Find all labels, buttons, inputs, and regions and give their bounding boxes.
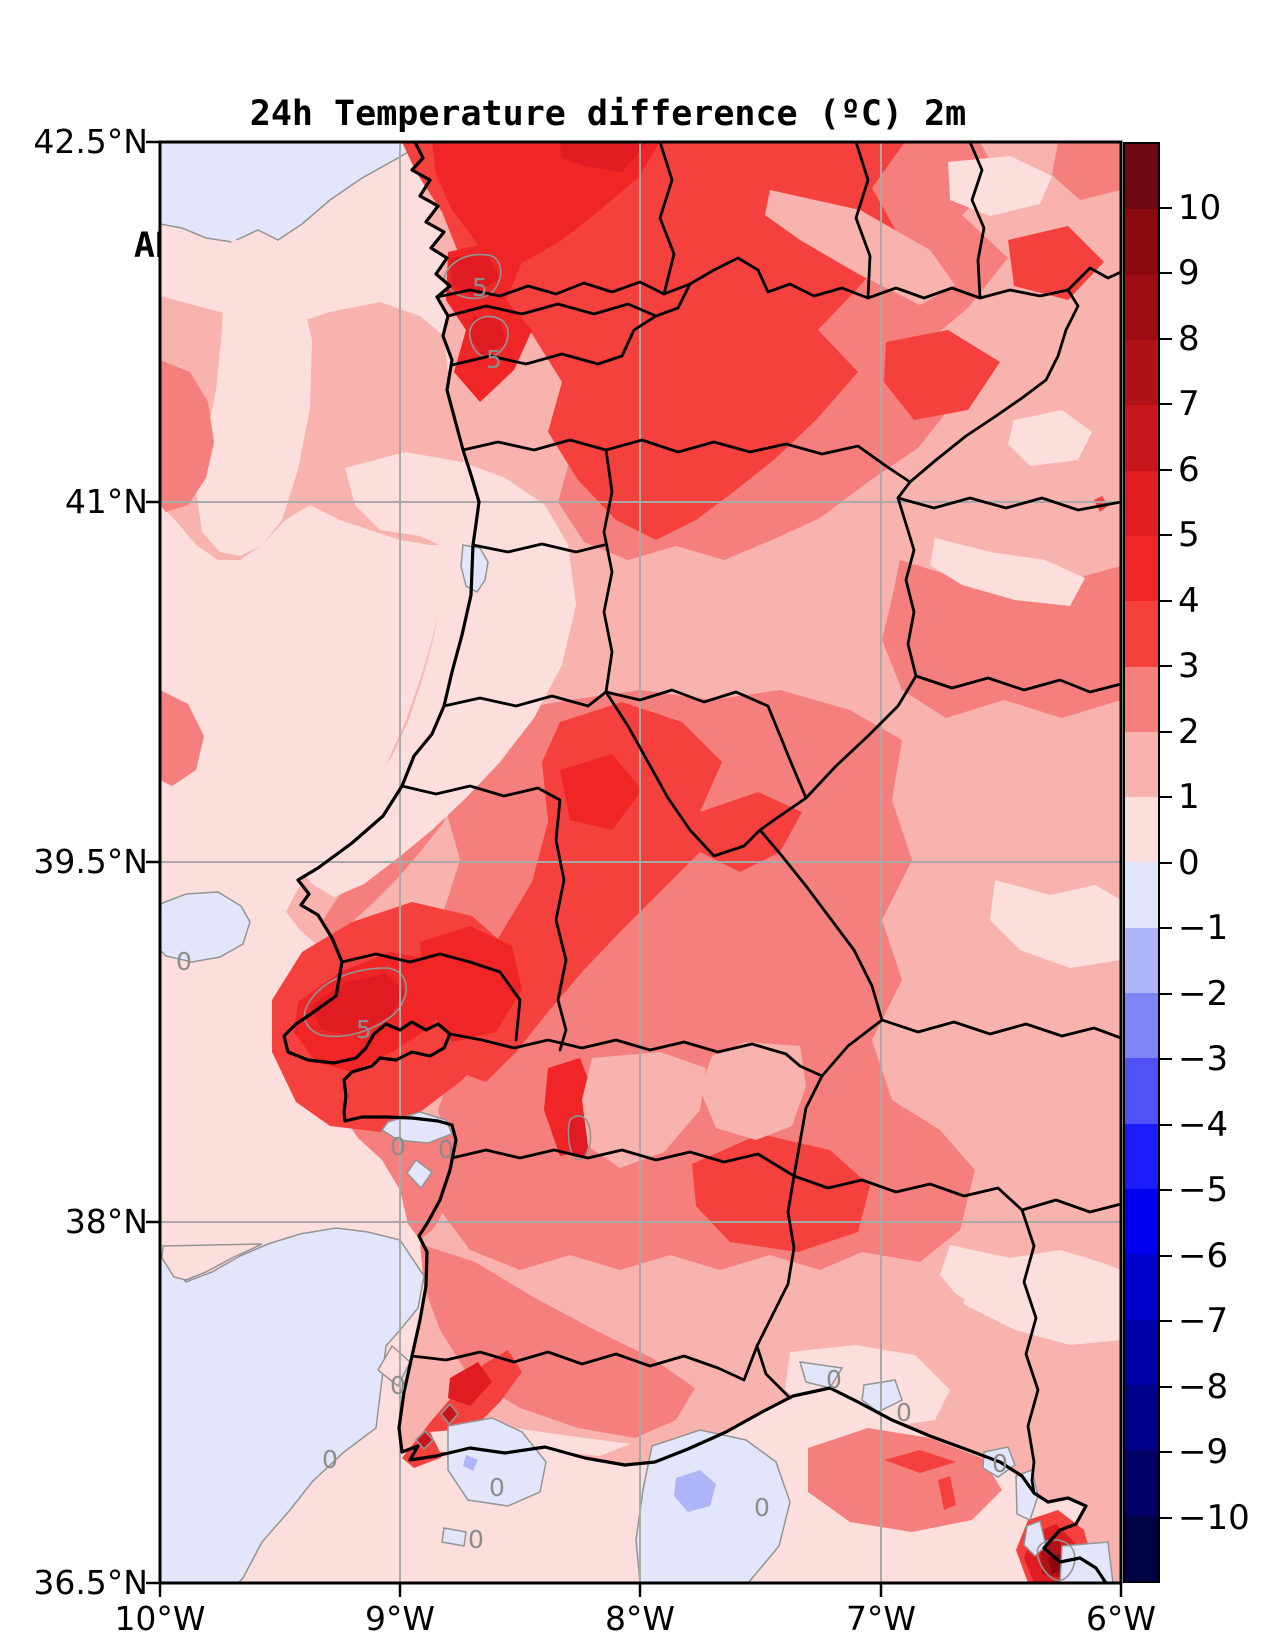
colorbar-segment (1125, 862, 1158, 928)
lat-tick-label: 42.5°N (33, 122, 148, 161)
colorbar-tick-label: 10 (1178, 187, 1222, 228)
colorbar-tick (1160, 1320, 1172, 1322)
colorbar-tick (1160, 468, 1172, 471)
colorbar-tick-label: 2 (1178, 711, 1200, 752)
colorbar-tick-label: 5 (1178, 515, 1200, 555)
colorbar-segment (1125, 1058, 1158, 1124)
colorbar-tick-label: −9 (1178, 1432, 1229, 1472)
colorbar-tick (1160, 403, 1172, 405)
contour-label-0: 0 (390, 1132, 406, 1161)
admin-boundaries (340, 142, 1121, 1495)
colorbar-tick-label: 9 (1178, 253, 1200, 293)
colorbar-tick-label: 6 (1178, 449, 1200, 490)
colorbar-segment (1125, 1123, 1158, 1189)
colorbar-segment (1125, 1384, 1158, 1451)
colorbar-tick-label: 1 (1178, 777, 1200, 817)
colorbar-segment (1125, 797, 1158, 863)
colorbar-segment (1125, 1450, 1158, 1516)
colorbar-tick-label: −6 (1178, 1235, 1229, 1276)
colorbar-tick-label: 7 (1178, 384, 1200, 424)
colorbar-tick-label: −8 (1178, 1366, 1229, 1407)
colorbar (1123, 142, 1160, 1583)
lon-tick-label: 6°W (1085, 1599, 1157, 1638)
colorbar-segment (1125, 666, 1158, 732)
lat-tick-label: 41°N (64, 482, 148, 521)
colorbar-segment (1125, 993, 1158, 1059)
contour-label-0: 0 (992, 1449, 1008, 1478)
contour-label-0: 0 (754, 1493, 770, 1522)
colorbar-tick-label: 3 (1178, 646, 1200, 686)
colorbar-tick (1160, 1254, 1172, 1257)
colorbar-segment (1125, 339, 1158, 406)
contour-label-0: 0 (176, 947, 192, 976)
colorbar-tick (1160, 861, 1172, 864)
colorbar-tick (1160, 927, 1172, 929)
colorbar-tick-label: −10 (1178, 1497, 1250, 1538)
colorbar-tick (1160, 665, 1172, 667)
contour-label-0: 0 (438, 1135, 454, 1164)
contour-label-0: 0 (468, 1525, 484, 1554)
colorbar-tick (1160, 730, 1172, 733)
contour-label-5: 5 (472, 273, 488, 302)
colorbar-segment (1125, 1189, 1158, 1255)
colorbar-tick (1160, 1385, 1172, 1388)
colorbar-segment (1125, 601, 1158, 667)
colorbar-tick-label: −1 (1178, 908, 1229, 948)
colorbar-tick-label: 8 (1178, 318, 1200, 359)
title-line1: 24h Temperature difference (ºC) 2m (249, 94, 967, 134)
colorbar-tick-label: −5 (1178, 1170, 1229, 1210)
colorbar-segment (1125, 731, 1158, 798)
colorbar-tick-label: 4 (1178, 580, 1200, 621)
colorbar-tick (1160, 599, 1172, 602)
colorbar-tick (1160, 992, 1172, 995)
colorbar-tick (1160, 1123, 1172, 1126)
colorbar-tick (1160, 337, 1172, 340)
contour-label-0: 0 (322, 1445, 338, 1474)
contour-line-5 (303, 253, 1076, 1582)
gridlines (160, 142, 1121, 1583)
colorbar-tick (1160, 1058, 1172, 1060)
colorbar-tick-label: 0 (1178, 842, 1200, 883)
colorbar-tick-label: −2 (1178, 973, 1229, 1014)
colorbar-segment (1125, 405, 1158, 471)
colorbar-tick (1160, 1189, 1172, 1191)
colorbar-tick (1160, 796, 1172, 798)
colorbar-segment (1125, 209, 1158, 275)
colorbar-tick-label: −3 (1178, 1039, 1229, 1079)
colorbar-segment (1125, 1319, 1158, 1385)
colorbar-segment (1125, 1254, 1158, 1320)
colorbar-tick (1160, 1516, 1172, 1519)
colorbar-tick (1160, 272, 1172, 274)
colorbar-segment (1125, 470, 1158, 536)
colorbar-tick (1160, 534, 1172, 536)
colorbar-tick (1160, 206, 1172, 209)
colorbar-segment (1125, 144, 1158, 210)
contour-label-5: 5 (356, 1015, 372, 1044)
colorbar-tick-label: −4 (1178, 1104, 1229, 1145)
contour-label-0: 0 (489, 1473, 505, 1502)
lon-tick-label: 8°W (604, 1599, 676, 1638)
lon-tick-label: 10°W (114, 1599, 206, 1638)
axis-ticks (146, 140, 1123, 1597)
lat-tick-label: 36.5°N (33, 1563, 148, 1602)
contour-labels: 5 5 5 0 0 0 0 0 0 0 0 0 0 0 (176, 273, 1008, 1554)
lon-tick-label: 7°W (845, 1599, 917, 1638)
colorbar-tick (1160, 1451, 1172, 1453)
contour-label-5: 5 (486, 345, 502, 374)
contour-label-0: 0 (390, 1371, 406, 1400)
colorbar-segment (1125, 927, 1158, 994)
lat-tick-label: 39.5°N (33, 842, 148, 881)
colorbar-segment (1125, 274, 1158, 340)
colorbar-tick-label: −7 (1178, 1301, 1229, 1341)
colorbar-segment (1125, 1515, 1158, 1581)
lat-tick-label: 38°N (64, 1202, 148, 1241)
coastline (282, 142, 1108, 1583)
contour-label-0: 0 (826, 1365, 842, 1394)
contour-label-0: 0 (896, 1398, 912, 1427)
colorbar-segment (1125, 535, 1158, 602)
lon-tick-label: 9°W (364, 1599, 436, 1638)
